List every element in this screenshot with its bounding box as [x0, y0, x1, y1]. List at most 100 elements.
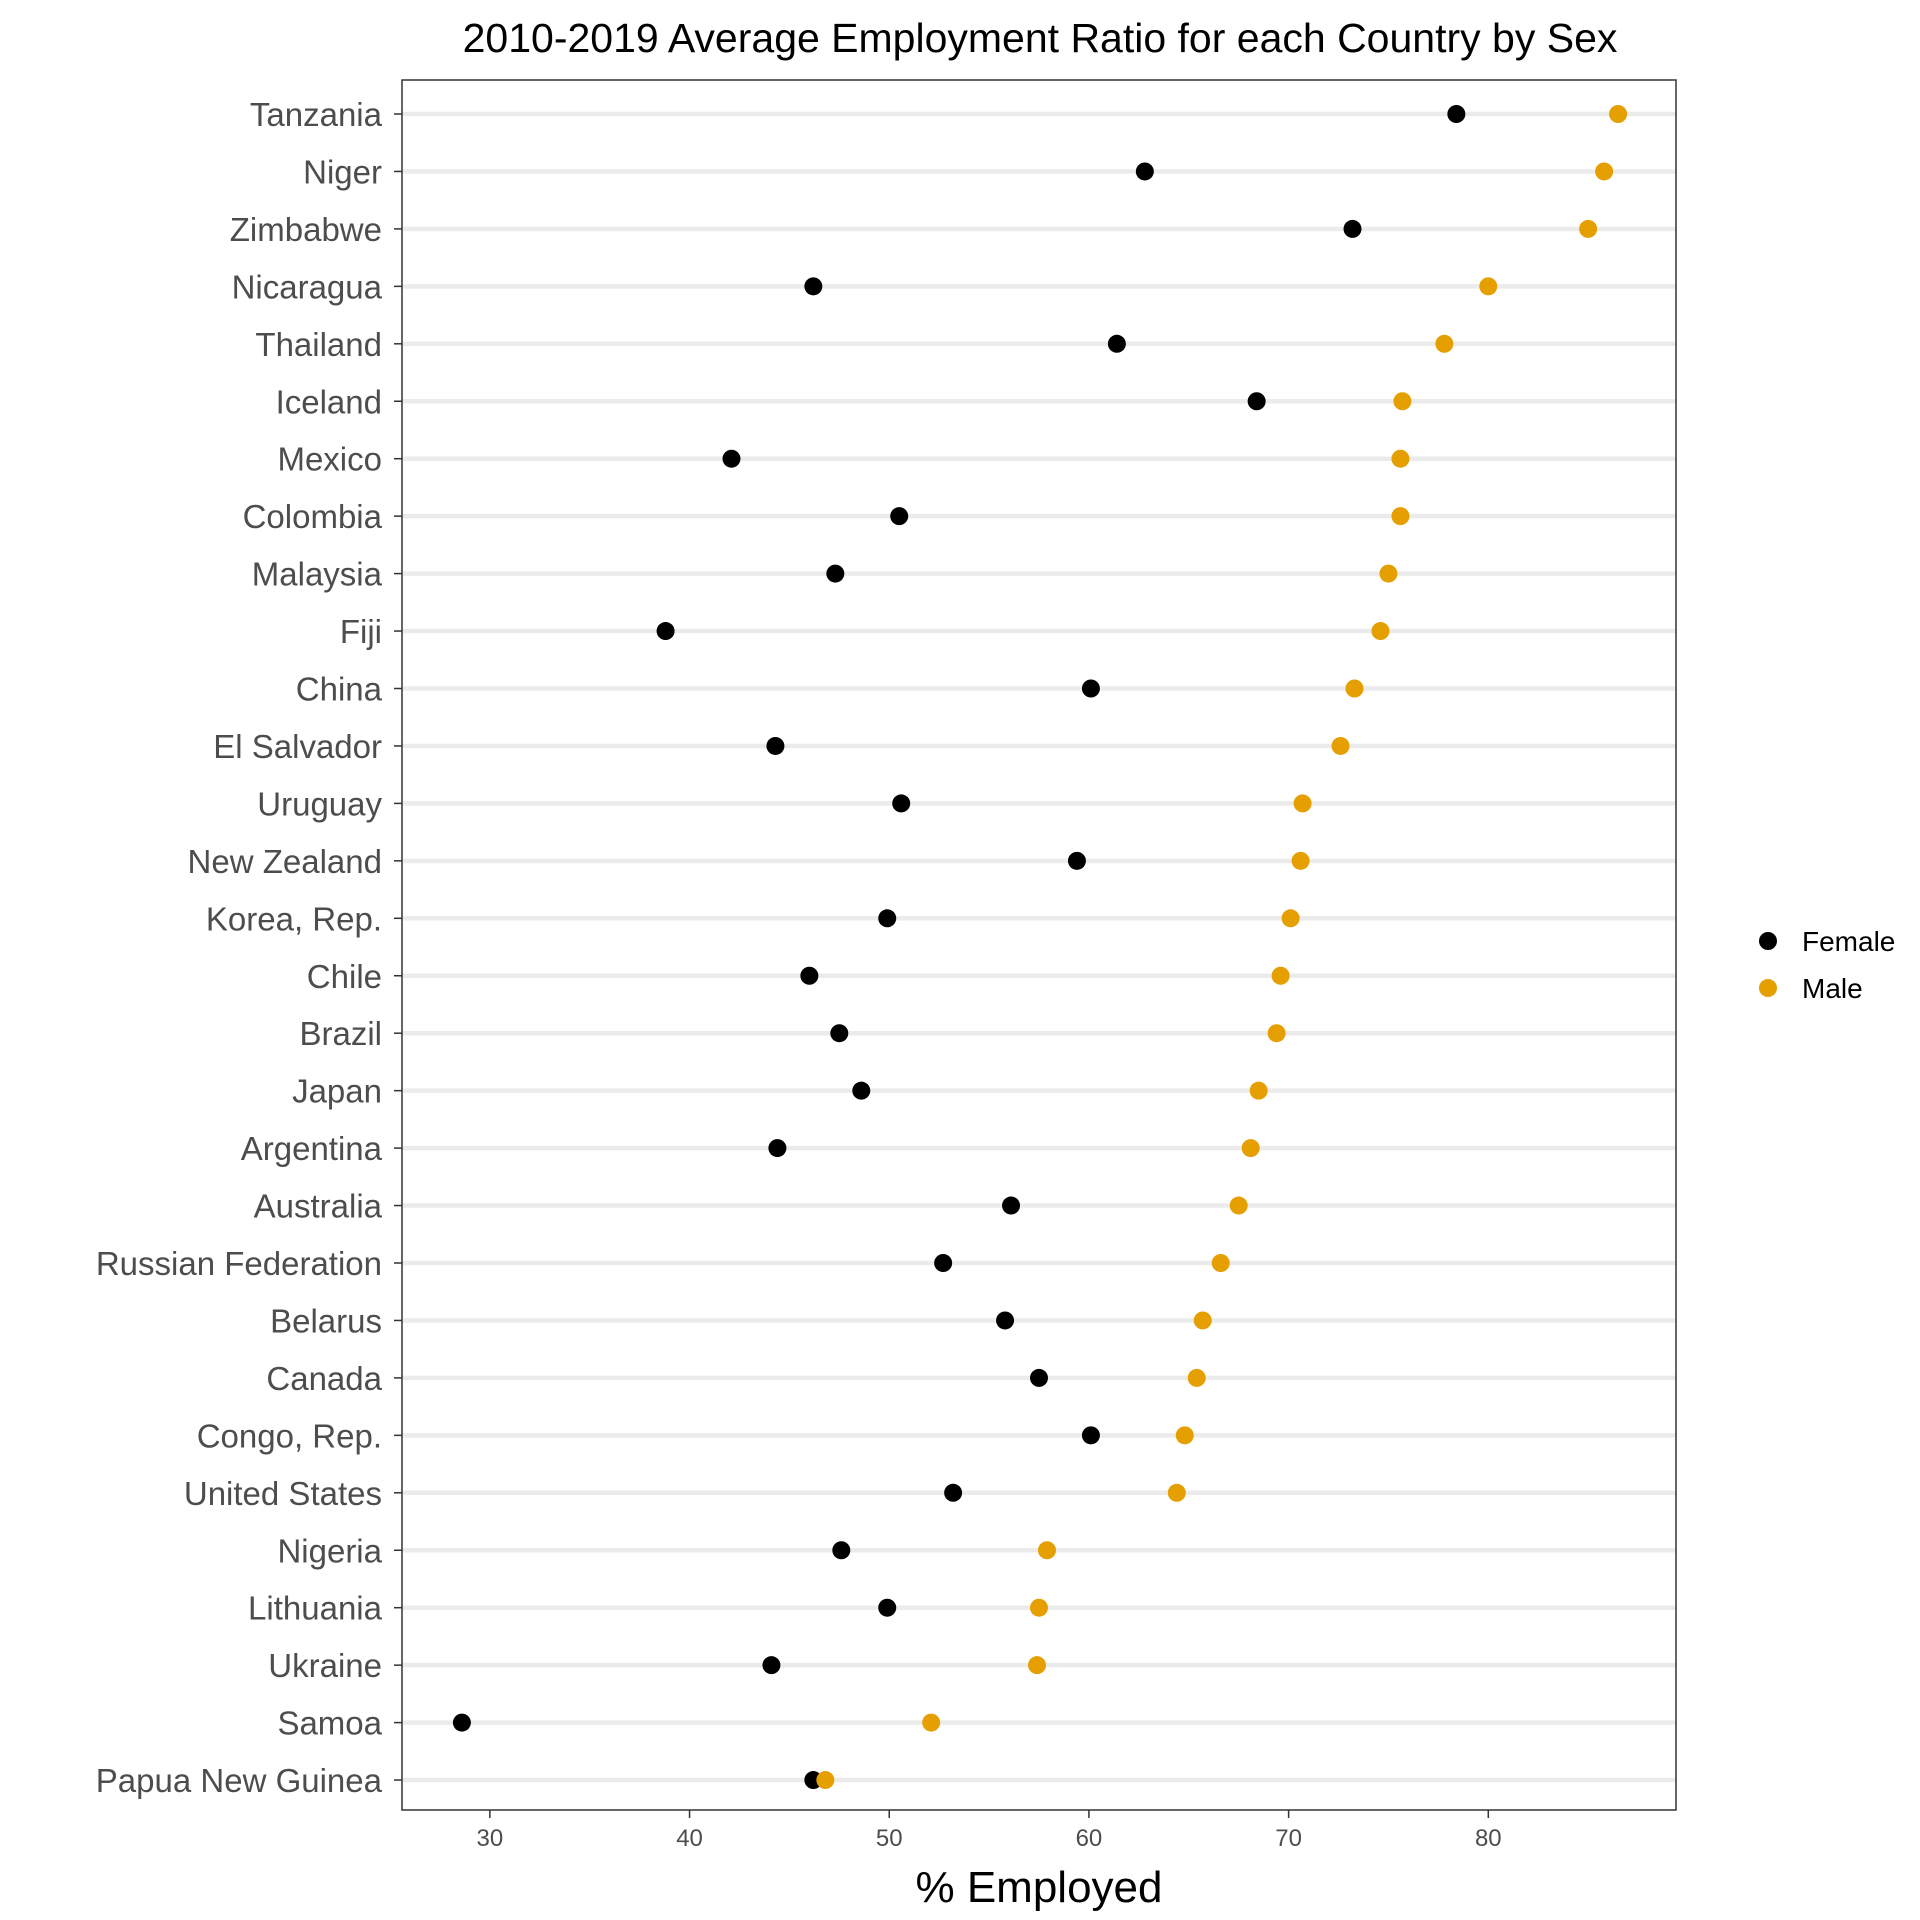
y-tick-label: Tanzania — [250, 96, 383, 133]
male-point — [816, 1771, 835, 1790]
plot-panel-border — [401, 79, 1677, 1811]
male-point — [1028, 1656, 1047, 1675]
male-point — [1271, 966, 1290, 985]
male-point — [1193, 1311, 1212, 1330]
female-point — [1081, 679, 1100, 698]
female-point — [1107, 334, 1126, 353]
y-tick-label: Uruguay — [257, 785, 382, 822]
female-point — [878, 909, 897, 928]
female-point — [656, 622, 675, 641]
y-tick-label: Lithuania — [248, 1590, 383, 1627]
female-point — [1135, 162, 1154, 181]
y-tick-label: El Salvador — [213, 728, 382, 765]
male-point — [1267, 1024, 1286, 1043]
y-tick-label: New Zealand — [188, 843, 382, 880]
female-point — [800, 966, 819, 985]
x-tick-label: 60 — [1076, 1825, 1103, 1852]
male-point — [1167, 1483, 1186, 1502]
female-point — [996, 1311, 1015, 1330]
female-point — [766, 736, 785, 755]
male-point — [1595, 162, 1614, 181]
male-point — [1391, 449, 1410, 468]
female-point — [1343, 219, 1362, 238]
male-point — [1249, 1081, 1268, 1100]
female-point — [1067, 851, 1086, 870]
y-tick-label: Fiji — [340, 613, 382, 650]
x-tick-label: 30 — [477, 1825, 504, 1852]
male-point — [1393, 392, 1412, 411]
male-point — [1037, 1541, 1056, 1560]
female-point — [852, 1081, 871, 1100]
female-point — [762, 1656, 781, 1675]
y-tick-label: United States — [184, 1475, 382, 1512]
y-tick-label: Russian Federation — [96, 1245, 382, 1282]
x-axis: 30 40 50 60 70 80 — [477, 1810, 1502, 1852]
y-tick-label: Australia — [254, 1188, 383, 1225]
male-point — [1030, 1598, 1048, 1617]
x-tick-label: 40 — [676, 1825, 703, 1852]
female-point — [890, 507, 909, 526]
y-tick-label: China — [296, 671, 383, 708]
y-tick-label: Iceland — [276, 383, 382, 420]
female-points — [452, 105, 1466, 1790]
x-tick-label: 50 — [876, 1825, 903, 1852]
y-tick-label: Thailand — [255, 326, 382, 363]
legend: Female Male — [1759, 926, 1895, 1004]
male-point — [1187, 1368, 1206, 1387]
legend-label-male: Male — [1802, 973, 1863, 1004]
y-tick-label: Belarus — [270, 1302, 382, 1339]
legend-key-female — [1759, 932, 1777, 950]
male-point — [922, 1713, 941, 1732]
y-tick-label: Ukraine — [268, 1647, 382, 1684]
male-point — [1345, 679, 1364, 698]
male-point — [1175, 1426, 1194, 1445]
female-point — [1002, 1196, 1021, 1215]
y-tick-label: Chile — [307, 958, 382, 995]
female-point — [826, 564, 845, 583]
y-tick-label: Japan — [292, 1073, 382, 1110]
female-point — [944, 1483, 963, 1502]
legend-key-male — [1759, 979, 1777, 997]
male-point — [1479, 277, 1498, 296]
female-point — [452, 1713, 471, 1732]
female-point — [878, 1598, 897, 1617]
y-tick-label: Brazil — [299, 1015, 382, 1052]
male-point — [1211, 1254, 1230, 1272]
y-tick-label: Argentina — [241, 1130, 383, 1167]
y-tick-label: Korea, Rep. — [206, 900, 382, 937]
male-point — [1609, 105, 1628, 123]
male-point — [1281, 909, 1300, 928]
y-tick-label: Canada — [266, 1360, 382, 1397]
y-tick-label: Zimbabwe — [230, 211, 382, 248]
female-point — [830, 1024, 849, 1043]
male-point — [1291, 851, 1310, 870]
x-tick-label: 80 — [1475, 1825, 1502, 1852]
x-axis-title: % Employed — [915, 1863, 1162, 1912]
female-point — [768, 1139, 787, 1158]
y-tick-label: Nicaragua — [232, 268, 383, 305]
male-point — [1241, 1139, 1260, 1158]
male-point — [1371, 622, 1390, 641]
y-tick-label: Papua New Guinea — [96, 1762, 383, 1799]
x-tick-label: 70 — [1275, 1825, 1302, 1852]
male-point — [1331, 736, 1350, 755]
y-tick-label: Colombia — [243, 498, 383, 535]
female-point — [1081, 1426, 1100, 1445]
female-point — [1030, 1368, 1048, 1387]
female-point — [1247, 392, 1266, 411]
legend-label-female: Female — [1802, 926, 1895, 957]
female-point — [892, 794, 911, 813]
male-point — [1379, 564, 1398, 583]
gridlines — [402, 111, 1676, 1783]
y-tick-label: Niger — [303, 153, 382, 190]
female-point — [804, 277, 823, 296]
male-point — [1229, 1196, 1248, 1215]
y-tick-label: Samoa — [277, 1705, 382, 1742]
male-point — [1293, 794, 1312, 813]
male-point — [1391, 507, 1410, 526]
female-point — [832, 1541, 851, 1560]
y-tick-label: Mexico — [277, 441, 382, 478]
y-tick-label: Nigeria — [277, 1532, 382, 1569]
male-points — [816, 105, 1628, 1790]
